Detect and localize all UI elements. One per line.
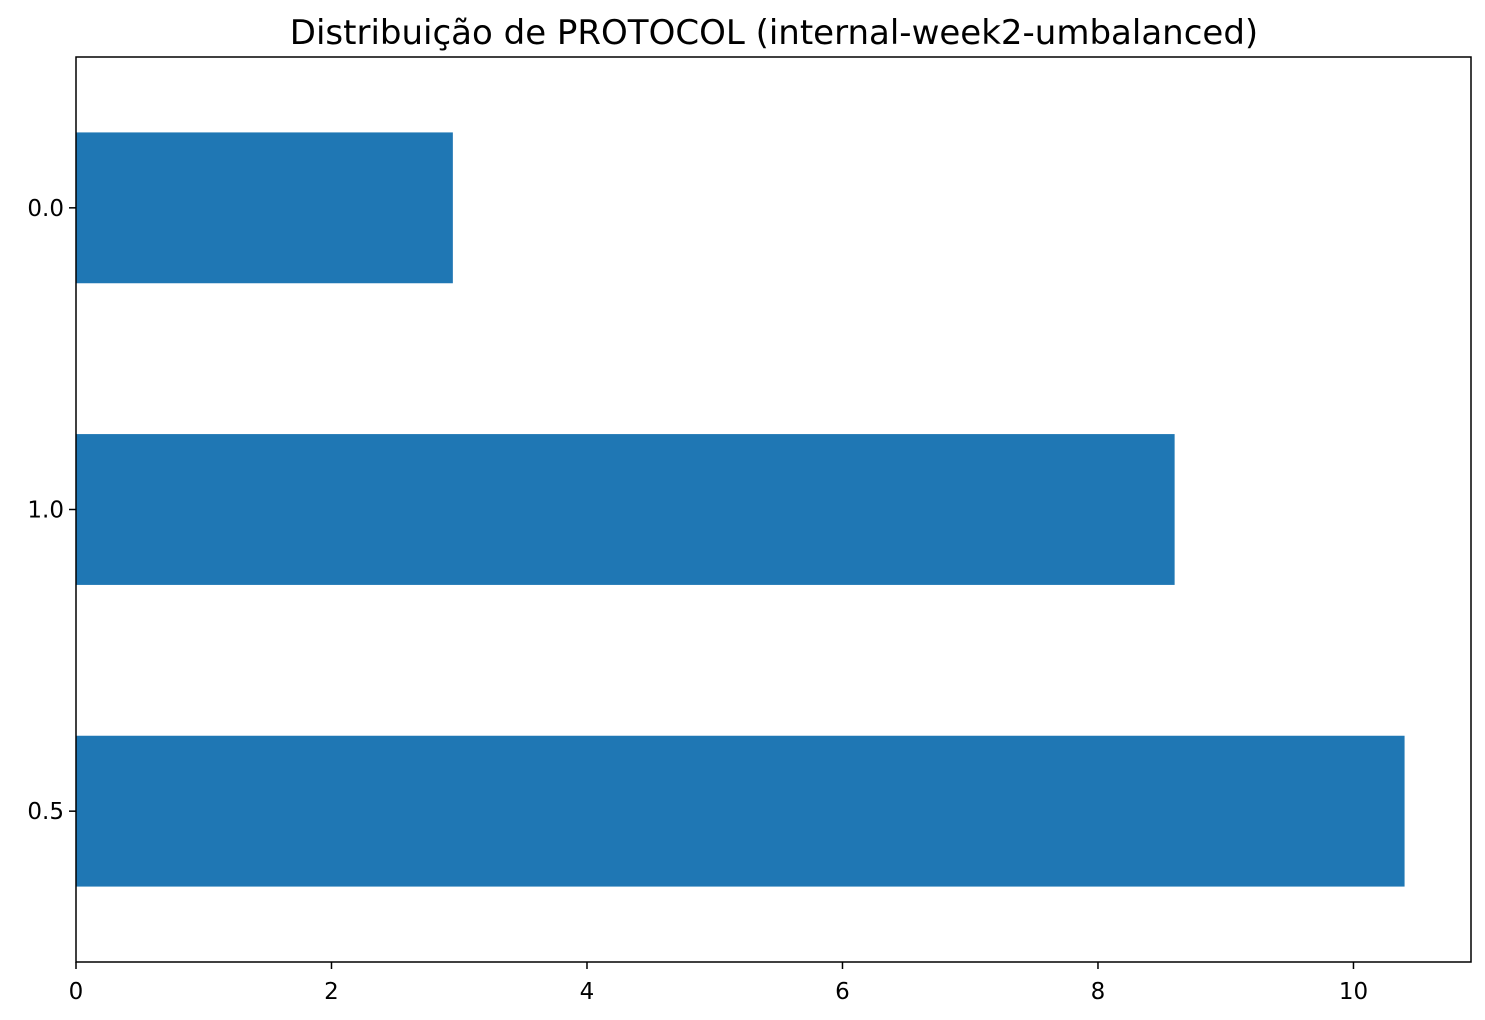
y-axis: 0.0 1.0 0.5	[27, 196, 76, 825]
y-tick-label: 0.0	[27, 196, 64, 222]
bar-1-0	[76, 434, 1175, 585]
x-tick-label: 4	[580, 979, 595, 1005]
chart-title: Distribuição de PROTOCOL (internal-week2…	[290, 13, 1258, 53]
y-tick-label: 1.0	[27, 498, 64, 524]
x-tick-label: 0	[69, 979, 84, 1005]
bar-0-5	[76, 735, 1405, 887]
x-axis: 0 2 4 6 8 10	[69, 962, 1368, 1005]
x-tick-label: 2	[324, 979, 339, 1005]
y-tick-label: 0.5	[27, 799, 64, 825]
x-tick-label: 6	[835, 979, 850, 1005]
x-tick-label: 8	[1091, 979, 1106, 1005]
bars-group	[76, 132, 1405, 887]
x-tick-label: 10	[1339, 979, 1368, 1005]
bar-0-0	[76, 132, 453, 284]
